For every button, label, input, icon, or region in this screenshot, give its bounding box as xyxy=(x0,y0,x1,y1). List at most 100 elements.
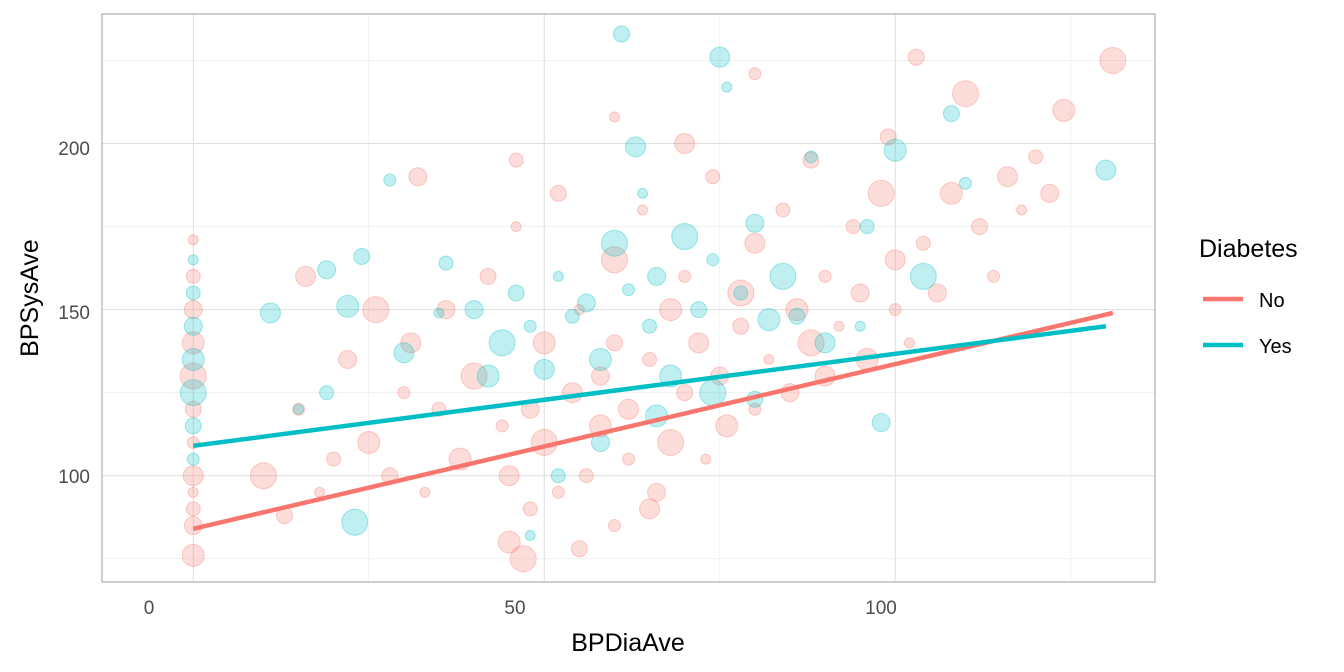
data-point-yes xyxy=(552,270,564,282)
data-point-no xyxy=(915,235,931,251)
data-point-no xyxy=(971,218,988,236)
data-point-yes xyxy=(259,302,281,324)
data-point-yes xyxy=(317,260,337,280)
plot-panel-border xyxy=(101,13,1156,583)
data-point-yes xyxy=(733,285,749,301)
data-point-yes xyxy=(383,173,397,187)
data-point-no xyxy=(802,151,820,169)
data-point-no xyxy=(678,269,692,283)
data-point-yes xyxy=(745,213,765,233)
data-point-no xyxy=(479,267,497,285)
data-point-no xyxy=(732,317,750,335)
data-point-no xyxy=(674,133,696,155)
data-point-no xyxy=(939,181,963,205)
data-point-no xyxy=(833,320,845,332)
data-point-no xyxy=(338,349,358,369)
data-point-no xyxy=(775,202,791,218)
data-point-no xyxy=(1016,204,1028,216)
data-point-yes xyxy=(942,105,960,123)
data-point-no xyxy=(637,204,649,216)
data-point-no xyxy=(185,268,201,284)
grid-lines xyxy=(102,14,1155,582)
x-tick-label-2: 100 xyxy=(865,598,897,619)
data-point-no xyxy=(763,353,775,365)
data-point-yes xyxy=(336,294,360,318)
data-point-yes xyxy=(709,46,731,68)
data-point-yes xyxy=(699,379,727,407)
data-point-yes xyxy=(576,293,596,313)
data-point-yes xyxy=(524,529,536,541)
data-point-yes xyxy=(438,255,454,271)
y-tick-label-0: 100 xyxy=(58,467,90,488)
x-axis-title: BPDiaAve xyxy=(571,629,685,657)
data-point-no xyxy=(903,337,915,349)
data-point-no xyxy=(570,540,588,558)
data-point-no xyxy=(600,246,628,274)
data-point-no xyxy=(183,300,203,320)
data-point-no xyxy=(997,166,1019,188)
data-point-no xyxy=(618,398,639,420)
data-point-yes xyxy=(186,452,200,466)
data-point-yes xyxy=(341,508,369,536)
data-point-no xyxy=(657,428,685,456)
data-point-no xyxy=(551,485,565,499)
data-point-no xyxy=(179,362,207,390)
y-tick-label-1: 150 xyxy=(58,303,90,324)
data-point-no xyxy=(605,334,623,352)
data-point-yes xyxy=(909,262,937,290)
data-point-no xyxy=(951,80,979,108)
data-point-no xyxy=(497,530,521,554)
data-point-no xyxy=(785,298,809,322)
data-point-no xyxy=(510,221,522,233)
data-point-yes xyxy=(788,307,806,325)
data-point-no xyxy=(460,362,488,390)
legend-label-yes: Yes xyxy=(1259,336,1292,358)
data-point-yes xyxy=(187,254,199,266)
data-point-yes xyxy=(622,283,635,297)
data-point-no xyxy=(705,169,721,185)
data-point-no xyxy=(249,462,277,490)
data-point-no xyxy=(185,501,201,517)
data-point-no xyxy=(688,332,710,354)
data-point-no xyxy=(573,304,585,316)
data-point-no xyxy=(326,451,342,467)
data-point-no xyxy=(292,402,306,416)
data-point-no xyxy=(408,167,428,187)
data-point-yes xyxy=(488,329,516,357)
data-point-yes xyxy=(859,219,875,235)
data-point-no xyxy=(748,67,762,81)
data-point-no xyxy=(419,486,431,498)
y-axis-title: BPSysAve xyxy=(16,239,44,357)
data-point-no xyxy=(639,498,661,520)
data-point-yes xyxy=(814,332,836,354)
data-point-no xyxy=(498,465,520,487)
data-point-no xyxy=(184,400,202,418)
data-point-no xyxy=(818,269,832,283)
data-point-yes xyxy=(637,187,649,199)
data-point-no xyxy=(590,366,610,386)
data-point-yes xyxy=(706,253,720,267)
data-point-yes xyxy=(647,266,667,286)
data-point-no xyxy=(397,386,411,400)
trend-line-yes xyxy=(192,324,1107,449)
data-point-yes xyxy=(533,358,555,380)
data-point-no xyxy=(987,269,1001,283)
data-point-no xyxy=(867,179,895,207)
data-point-no xyxy=(561,382,583,404)
data-point-yes xyxy=(181,347,205,371)
data-point-yes xyxy=(642,318,658,334)
x-tick-label-1: 50 xyxy=(504,598,525,619)
data-point-no xyxy=(659,298,683,322)
data-point-no xyxy=(187,234,199,246)
data-point-yes xyxy=(464,300,484,320)
data-point-no xyxy=(1099,47,1127,75)
data-point-yes xyxy=(393,342,415,364)
trend-line-no xyxy=(192,310,1114,532)
data-point-no xyxy=(509,545,537,573)
data-point-no xyxy=(700,453,712,465)
data-point-yes xyxy=(690,301,708,319)
data-point-yes xyxy=(854,320,866,332)
data-point-yes xyxy=(476,364,500,388)
data-point-yes xyxy=(507,284,525,302)
